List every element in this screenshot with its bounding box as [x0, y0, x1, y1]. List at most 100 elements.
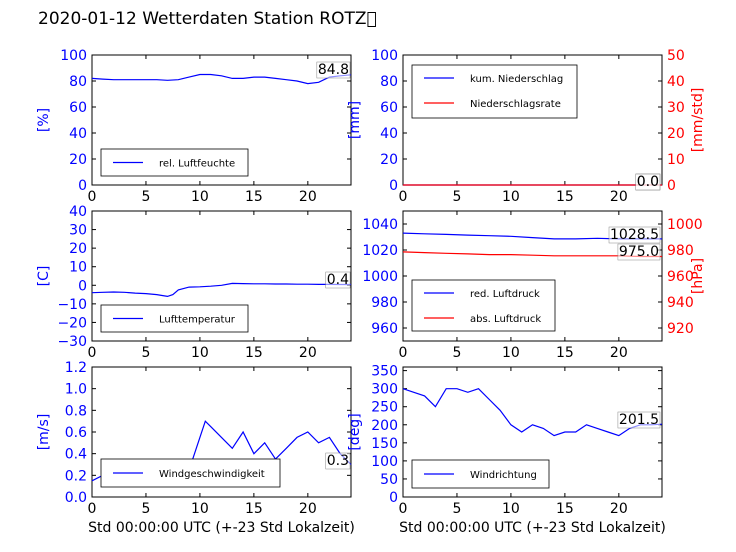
bottom-right-x-tick-label: 0: [399, 501, 408, 517]
middle-right-x-tick-label: 10: [502, 345, 520, 361]
top-right-y-tick-label: 0: [389, 178, 398, 194]
bottom-left-y-tick-label: 0.8: [65, 403, 87, 419]
bottom-left-y-tick-label: 0.6: [65, 425, 87, 441]
top-right-y-right-tick-label: 50: [667, 48, 685, 64]
top-right-x-tick-label: 10: [502, 189, 520, 205]
middle-left-x-tick-label: 5: [141, 345, 150, 361]
top-right-y-tick-label: 100: [371, 48, 398, 64]
middle-right-x-tick-label: 0: [399, 345, 408, 361]
middle-right-legend-label-1: abs. Luftdruck: [470, 314, 541, 325]
top-right-x-tick-label: 20: [610, 189, 628, 205]
middle-right-y-right-tick-label: 980: [667, 243, 694, 259]
middle-left-x-tick-label: 15: [245, 345, 263, 361]
bottom-right-y-tick-label: 300: [371, 382, 398, 398]
middle-right-value-label-0: 1028.5: [610, 227, 659, 243]
middle-right-value-label-box-0: [608, 226, 661, 244]
middle-right-legend-label-0: red. Luftdruck: [470, 289, 540, 300]
top-right-y-right-tick-label: 20: [667, 126, 685, 142]
bottom-left-legend-label-0: Windgeschwindigkeit: [159, 469, 265, 480]
middle-left-y-tick-label: −10: [57, 297, 87, 313]
top-right-legend-label-1: Niederschlagsrate: [470, 99, 561, 110]
top-right-y-tick-label: 80: [380, 74, 398, 90]
middle-left-y-axis-label: [C]: [36, 266, 52, 287]
middle-right-x-tick-label: 15: [556, 345, 574, 361]
middle-left-y-tick-label: 0: [78, 278, 87, 294]
bottom-left-y-tick-label: 0.0: [65, 490, 87, 506]
bottom-left-value-label-box-0: [325, 452, 351, 470]
bottom-right-x-tick-label: 15: [556, 501, 574, 517]
middle-right-y-right-tick-label: 940: [667, 295, 694, 311]
top-left-value-label-box-0: [316, 61, 351, 79]
bottom-left-y-tick-label: 1.2: [65, 360, 87, 376]
middle-left-y-tick-label: 10: [69, 260, 87, 276]
bottom-right-x-tick-label: 10: [502, 501, 520, 517]
middle-left-series-line-0: [91, 282, 351, 298]
middle-right-y-tick-label: 1000: [362, 269, 398, 285]
bottom-left-value-label-0: 0.3: [327, 453, 349, 469]
top-right-legend-box: [411, 64, 578, 119]
bottom-right-y-tick-label: 0: [389, 490, 398, 506]
bottom-right-y-tick-label: 200: [371, 418, 398, 434]
middle-left-y-tick-label: −20: [57, 315, 87, 331]
bottom-right-y-tick-label: 100: [371, 454, 398, 470]
top-right-legend-label-0: kum. Niederschlag: [470, 74, 563, 85]
bottom-left-x-tick-label: 20: [299, 501, 317, 517]
bottom-right-plot-frame: [402, 366, 663, 498]
top-left-x-tick-label: 10: [191, 189, 209, 205]
middle-right-y-tick-label: 980: [371, 295, 398, 311]
top-right-x-tick-label: 5: [452, 189, 461, 205]
middle-left-legend-label-0: Lufttemperatur: [159, 315, 236, 326]
middle-right-y-tick-label: 960: [371, 321, 398, 337]
bottom-right-y-axis-label: [deg]: [347, 413, 363, 450]
top-left-y-tick-label: 40: [69, 126, 87, 142]
middle-right-legend-box: [411, 279, 556, 332]
top-right-x-tick-label: 15: [556, 189, 574, 205]
middle-right-y-right-tick-label: 920: [667, 321, 694, 337]
top-left-plot-frame: [91, 54, 352, 186]
middle-right-y-right-axis-label: [hPa]: [690, 258, 706, 294]
bottom-right-y-tick-label: 250: [371, 400, 398, 416]
top-right-value-label-1: 0.0: [637, 174, 659, 190]
top-right-value-label-box-1: [635, 173, 661, 191]
top-right-y-tick-label: 40: [380, 126, 398, 142]
top-left-y-tick-label: 80: [69, 74, 87, 90]
bottom-right-y-tick-label: 150: [371, 436, 398, 452]
bottom-left-y-tick-label: 0.2: [65, 468, 87, 484]
top-right-y-tick-label: 20: [380, 152, 398, 168]
bottom-left-x-tick-label: 10: [191, 501, 209, 517]
top-right-y-tick-label: 60: [380, 100, 398, 116]
middle-right-y-right-tick-label: 1000: [667, 217, 703, 233]
bottom-right-legend-label-0: Windrichtung: [470, 470, 537, 481]
middle-left-plot-frame: [91, 210, 352, 342]
bottom-left-x-tick-label: 15: [245, 501, 263, 517]
bottom-right-y-tick-label: 50: [380, 472, 398, 488]
bottom-left-x-tick-label: 5: [141, 501, 150, 517]
middle-left-y-tick-label: −30: [57, 334, 87, 350]
middle-left-x-tick-label: 0: [88, 345, 97, 361]
bottom-left-x-axis-label: Std 00:00:00 UTC (+-23 Std Lokalzeit): [88, 520, 355, 536]
middle-left-y-tick-label: 30: [69, 223, 87, 239]
top-left-y-axis-label: [%]: [36, 108, 52, 132]
top-left-x-tick-label: 5: [141, 189, 150, 205]
middle-right-value-label-1: 975.0: [619, 244, 659, 260]
bottom-right-y-tick-label: 350: [371, 364, 398, 380]
bottom-left-y-tick-label: 0.4: [65, 447, 87, 463]
top-right-x-tick-label: 0: [399, 189, 408, 205]
top-left-series-line-0: [91, 73, 352, 85]
bottom-right-x-tick-label: 5: [452, 501, 461, 517]
middle-right-y-right-tick-label: 960: [667, 269, 694, 285]
top-left-x-tick-label: 20: [299, 189, 317, 205]
top-left-value-label-0: 84.8: [318, 62, 349, 78]
bottom-left-y-tick-label: 1.0: [65, 382, 87, 398]
middle-left-x-tick-label: 10: [191, 345, 209, 361]
bottom-right-series-line-0: [402, 388, 663, 437]
top-left-y-tick-label: 0: [78, 178, 87, 194]
middle-right-value-label-box-1: [617, 243, 661, 261]
bottom-left-y-axis-label: [m/s]: [36, 414, 52, 451]
middle-left-x-tick-label: 20: [299, 345, 317, 361]
figure-title: 2020-01-12 Wetterdaten Station ROTZ : [38, 9, 377, 29]
middle-right-x-tick-label: 20: [610, 345, 628, 361]
bottom-left-x-tick-label: 0: [88, 501, 97, 517]
middle-left-value-label-0: 0.4: [327, 272, 349, 288]
